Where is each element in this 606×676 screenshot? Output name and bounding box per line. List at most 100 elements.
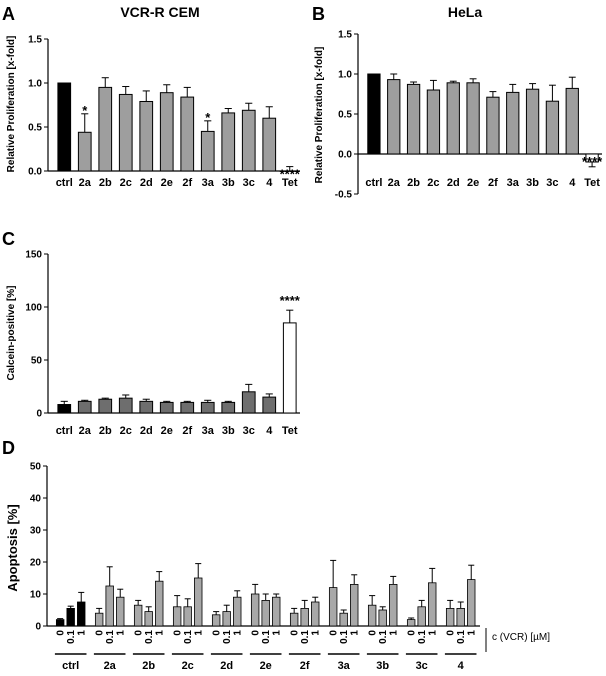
panel-b-bar [426,89,441,155]
panel-c-bar [282,322,297,414]
panel-d-y-tick-label: 50 [30,462,42,473]
panel-b-y-tick-label: 0.5 [338,110,352,121]
panel-d-concentration-label: 1 [350,630,361,636]
panel-d-concentration-label: 0 [251,630,262,636]
panel-d-group-label: 2d [220,660,233,672]
panel-c-bar [262,396,277,414]
panel-d-bar [194,577,203,627]
panel-d-concentration-label: 0.1 [105,630,116,644]
panel-d-concentration-label: 1 [116,630,127,636]
panel-d-bar [311,601,320,627]
panel-b-category-label: 2b [407,177,420,189]
panel-b-bar [525,88,540,155]
panel-d-bar [250,593,260,627]
panel-d-group-label: 4 [458,660,465,672]
panel-b-bar [565,87,579,155]
panel-b-y-tick-label: -0.5 [335,190,353,201]
panel-a-ylabel: Relative Proliferation [x-fold] [6,36,17,173]
panel-d-concentration-label: 1 [467,630,478,636]
panel-b-bar [506,91,520,155]
panel-a-letter: A [2,4,15,24]
panel-d-concentration-label: 1 [311,630,322,636]
panel-c-category-label: ctrl [56,425,73,437]
panel-d-concentration-label: 1 [77,630,88,636]
panel-d-concentration-label: 0 [173,630,184,636]
panel-d-y-tick-label: 30 [30,526,42,537]
panel-c-category-label: 2e [161,425,173,437]
panel-d-bar [428,582,437,627]
panel-d-concentration-label: 0 [446,630,457,636]
panel-a-y-tick-label: 0.5 [28,123,42,134]
panel-a-bar [159,92,174,172]
panel-c-bar [159,401,174,414]
panel-b-title: HeLa [448,4,482,20]
panel-a-category-label: 4 [266,177,273,189]
panel-d-group-label: 3a [338,660,351,672]
panel-d-concentration-label: 1 [155,630,166,636]
panel-a-plot: 0.0 0.5 1.0 1.5 ctrl 2a * 2b 2c 2d 2e 2f 3a * 3b 3c 4 Tet… [28,35,301,190]
panel-b-bar [367,73,381,155]
panel-d-letter: D [2,438,15,458]
panel-a-bar [139,100,154,172]
panel-d-bar [272,596,281,627]
panel-b-y-tick-label: 1.0 [338,70,352,81]
panel-d-bar [94,612,104,627]
panel-a-category-label: 3c [243,177,255,189]
panel-b-bar [406,83,421,155]
panel-b-category-label: 2f [488,177,498,189]
panel-a-title: VCR-R CEM [120,4,199,20]
panel-a-bar [98,86,113,172]
panel-d-bar [55,619,65,627]
panel-a-category-label: 2f [182,177,192,189]
panel-a-category-label: 2a [79,177,92,189]
panel-d-concentration-label: 0.1 [144,630,155,644]
panel-b-bar [466,82,480,155]
panel-d-group-label: 2f [300,660,310,672]
panel-d-concentration-label: 0.1 [261,630,272,644]
panel-d-bar [300,608,309,627]
panel-b-category-label: 2a [388,177,401,189]
panel-d-bar [183,606,192,627]
panel-d-concentration-label: 0 [407,630,418,636]
panel-a-category-label: ctrl [56,177,73,189]
panel-d-bar [328,587,338,627]
panel-d-bar [66,608,75,627]
panel-d-bar [406,619,416,627]
panel-b-category-label: 2e [467,177,479,189]
panel-c-y-tick-label: 100 [25,303,42,314]
panel-b-significance-label: **** [582,154,603,169]
panel-b-ylabel: Relative Proliferation [x-fold] [314,47,325,184]
panel-b-bar [486,96,500,155]
panel-a-significance-label: * [82,103,88,118]
panel-c-category-label: 3b [222,425,235,437]
panel-a-bar [241,109,256,172]
panel-d-concentration-label: 0 [329,630,340,636]
panel-d-bar [211,614,221,627]
panel-b-category-label: ctrl [365,177,382,189]
panel-a-category-label: Tet [282,177,298,189]
panel-d-group-label: 3c [416,660,428,672]
panel-c-category-label: 2f [182,425,192,437]
panel-c-category-label: 2d [140,425,153,437]
panel-d-concentration-label: 0.1 [417,630,428,644]
panel-d-concentration-label: 0.1 [66,630,77,644]
panel-a-y-tick-label: 1.5 [28,35,42,46]
panel-c-bar [180,401,195,414]
panel-d-bar [105,585,114,627]
panel-b-plot: -0.5 0.0 0.5 1.0 1.5 ctrl 2a 2b 2c 2d 2e 2f 3a 3b 3c 4 T… [335,30,603,201]
panel-a-bar [200,130,215,172]
panel-d-y-tick-label: 20 [30,558,42,569]
panel-a-category-label: 2d [140,177,153,189]
panel-a-category-label: 2c [120,177,132,189]
panel-d-group-label: 2a [104,660,117,672]
panel-c-category-label: 3a [202,425,215,437]
panel-d-group-label: 2e [260,660,272,672]
panel-d-concentration-label: 1 [428,630,439,636]
panel-c-category-label: 2b [99,425,112,437]
panel-d-bar [116,596,125,627]
panel-d-y-tick-label: 10 [30,590,42,601]
panel-c-bar [241,391,256,414]
panel-c-y-tick-label: 150 [25,250,42,261]
panel-d-concentration-label: 0 [368,630,379,636]
